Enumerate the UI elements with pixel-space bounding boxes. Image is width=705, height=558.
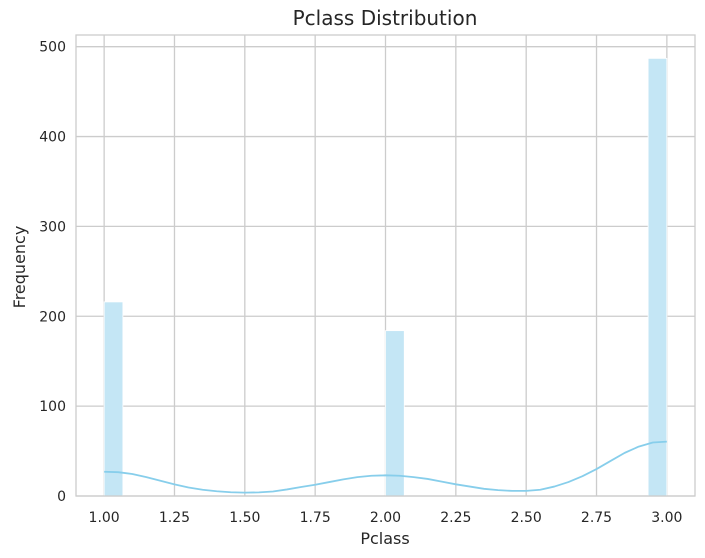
y-tick-label: 300 xyxy=(39,219,66,235)
y-axis-label: Frequency xyxy=(10,226,29,309)
bars-layer xyxy=(103,57,668,497)
chart-title: Pclass Distribution xyxy=(293,6,478,30)
x-tick-label: 2.75 xyxy=(581,510,612,526)
x-tick-label: 1.00 xyxy=(89,510,120,526)
histogram-bar xyxy=(647,57,668,497)
x-tick-label: 3.00 xyxy=(651,510,682,526)
x-tick-label: 1.25 xyxy=(159,510,190,526)
x-axis-label: Pclass xyxy=(360,529,409,548)
kde-layer xyxy=(104,440,667,494)
x-tick-label: 2.00 xyxy=(370,510,401,526)
grid-layer xyxy=(76,35,695,497)
x-tick-label: 2.50 xyxy=(511,510,542,526)
y-tick-label: 500 xyxy=(39,40,66,56)
histogram-bar xyxy=(385,330,405,497)
histogram-bar xyxy=(103,301,124,497)
x-tick-label: 2.25 xyxy=(440,510,471,526)
y-tick-label: 400 xyxy=(39,130,66,146)
kde-line xyxy=(104,440,667,494)
y-tick-labels: 0 100 200 300 400 500 xyxy=(39,40,66,505)
y-tick-label: 200 xyxy=(39,309,66,325)
plot-frame xyxy=(75,34,696,497)
x-tick-label: 1.75 xyxy=(300,510,331,526)
y-tick-label: 100 xyxy=(39,399,66,415)
x-tick-labels: 1.00 1.25 1.50 1.75 2.00 2.25 2.50 2.75 3.00 xyxy=(89,510,683,526)
y-tick-label: 0 xyxy=(57,489,66,505)
x-tick-label: 1.50 xyxy=(229,510,260,526)
